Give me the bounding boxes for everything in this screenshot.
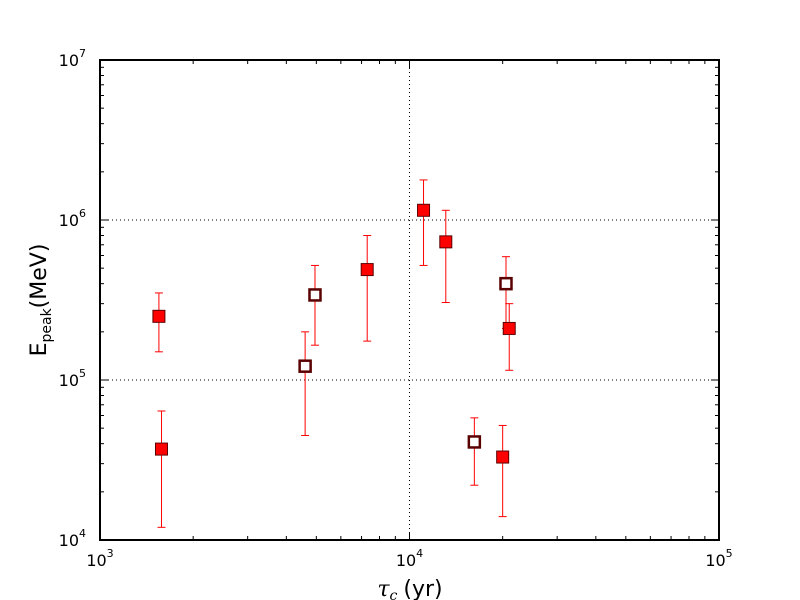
y-tick-label-exponent: 6 [79,207,86,220]
error-bar-s1-p0 [301,331,310,436]
error-bar-s0-p1 [157,410,166,528]
y-tick-label-base: 10 [59,531,79,550]
x-tick-label-2: 105 [705,547,732,570]
error-bar-s1-p1 [310,264,319,346]
y-axis-label-main: E [27,343,52,357]
error-bar-s1-p2 [470,417,479,486]
data-markers [152,203,516,464]
y-tick-label-exponent: 7 [79,47,86,60]
y-tick-label-2: 106 [59,207,86,230]
error-bar-s0-p5 [498,424,507,518]
x-tick-label-base: 10 [396,551,416,570]
y-tick-label-1: 105 [59,367,86,390]
error-bar-s0-p4 [441,209,450,304]
y-tick-label-0: 104 [59,527,86,550]
data-point-filled-square [152,309,166,323]
error-bar-s0-p3 [419,179,428,266]
y-tick-label-base: 10 [59,211,79,230]
x-tick-label-exponent: 5 [726,547,733,560]
y-tick-label-exponent: 5 [79,367,86,380]
data-point-hollow-square [467,435,482,449]
x-tick-label-1: 104 [396,547,423,570]
y-tick-label-base: 10 [59,51,79,70]
x-tick-label-exponent: 3 [107,547,114,560]
y-tick-label-3: 107 [59,47,86,70]
x-axis-label-unit: (yr) [403,577,442,600]
y-axis-label-unit: (MeV) [27,244,52,309]
y-axis-label-subscript: peak [39,307,55,342]
data-point-filled-square [154,442,168,456]
x-tick-label-base: 10 [705,551,725,570]
data-point-hollow-square [308,288,322,302]
x-tick-label-base: 10 [86,551,106,570]
error-bar-s0-p6 [505,303,514,371]
grid-lines [100,60,719,540]
x-axis-label: τc (yr) [377,577,442,600]
data-point-filled-square [439,235,453,249]
data-point-filled-square [496,450,510,464]
x-tick-label-exponent: 4 [416,547,423,560]
y-axis-label: Epeak(MeV) [27,244,55,357]
y-tick-label-base: 10 [59,371,79,390]
data-point-filled-square [417,203,431,217]
data-point-hollow-square [298,359,312,373]
x-axis-label-subscript: c [390,588,398,600]
error-bars [154,179,514,528]
y-tick-label-exponent: 4 [79,527,86,540]
data-point-filled-square [360,263,374,277]
x-tick-label-0: 103 [86,547,113,570]
data-point-filled-square [502,321,516,335]
x-axis-label-symbol: τ [377,577,390,600]
error-bar-s0-p2 [363,235,372,342]
data-point-hollow-square [499,276,513,291]
